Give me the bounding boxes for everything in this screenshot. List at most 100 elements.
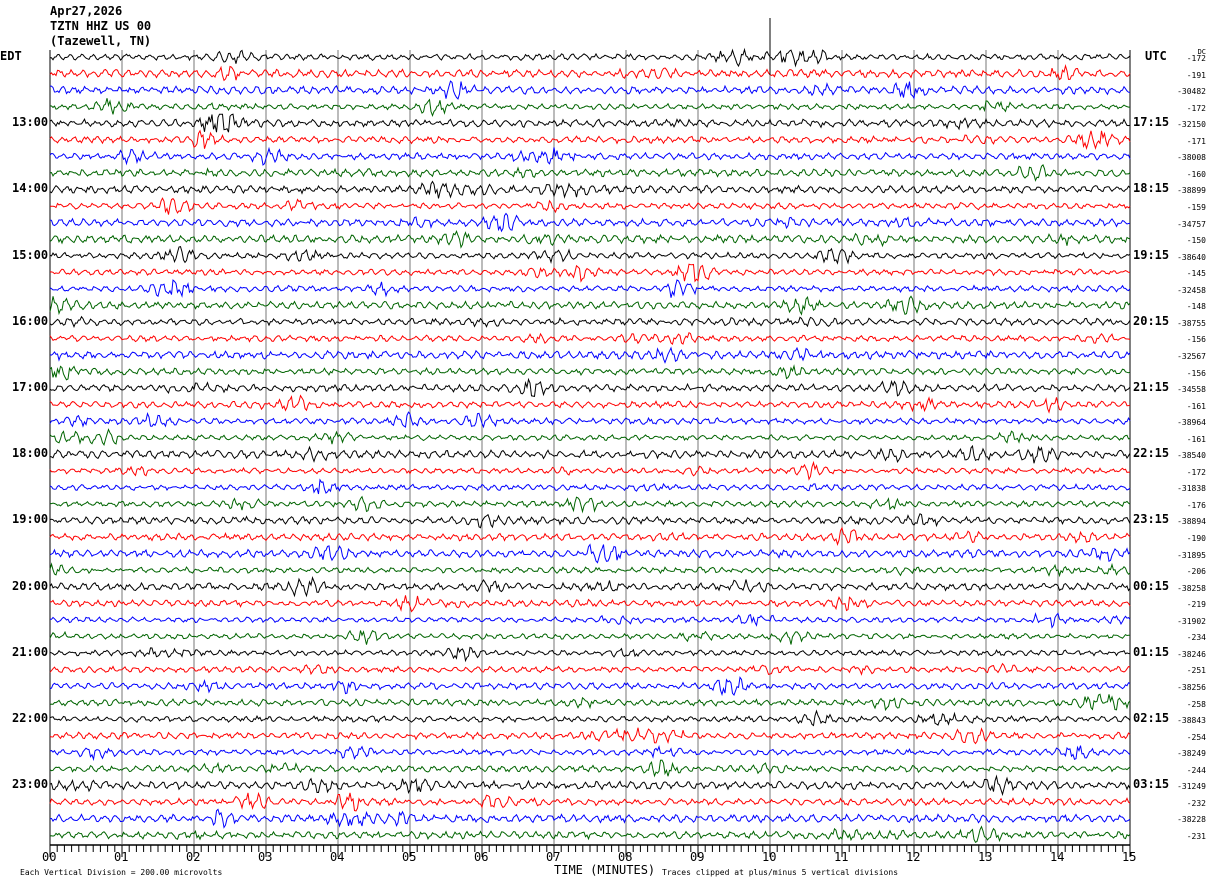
seismic-trace xyxy=(49,64,1131,82)
dc-offset-label: -32150 xyxy=(1177,120,1206,130)
seismic-trace xyxy=(49,791,1131,812)
left-hour-label: 16:00 xyxy=(12,313,49,328)
left-timezone: EDT xyxy=(0,49,22,63)
seismic-trace xyxy=(49,727,1131,745)
right-hour-label: 19:15 xyxy=(1133,247,1170,262)
seismic-trace xyxy=(49,709,1131,727)
seismic-trace xyxy=(49,411,1131,429)
dc-offset-label: -219 xyxy=(1186,600,1206,610)
seismic-trace xyxy=(49,745,1131,762)
seismic-trace xyxy=(49,346,1131,364)
dc-offset-label: -38258 xyxy=(1177,583,1206,593)
dc-header: DC xyxy=(1197,48,1206,56)
x-tick-label: 07 xyxy=(546,850,561,864)
dc-offset-label: -31249 xyxy=(1177,782,1206,792)
dc-offset-label: -148 xyxy=(1186,302,1206,312)
dc-offset-label: -176 xyxy=(1186,500,1206,510)
dc-offset-label: -161 xyxy=(1186,434,1206,444)
clip-note: Traces clipped at plus/minus 5 vertical … xyxy=(662,868,899,877)
left-hour-label: 22:00 xyxy=(12,711,49,726)
seismic-trace xyxy=(50,495,1131,514)
dc-offset-label: -160 xyxy=(1186,169,1206,179)
seismic-trace xyxy=(49,513,1131,529)
x-tick-label: 01 xyxy=(114,850,129,864)
station-label: TZTN HHZ US 00 xyxy=(50,19,152,33)
dc-offset-label: -32567 xyxy=(1177,351,1206,361)
dc-offset-label: -38640 xyxy=(1177,252,1206,262)
dc-offset-label: -258 xyxy=(1186,699,1206,709)
seismic-trace xyxy=(49,825,1131,844)
right-timezone: UTC xyxy=(1145,49,1167,63)
dc-offset-label: -156 xyxy=(1186,335,1206,345)
dc-offset-label: -254 xyxy=(1186,732,1206,742)
left-hour-label: 21:00 xyxy=(12,644,49,659)
seismic-trace xyxy=(49,693,1131,712)
seismic-trace xyxy=(49,245,1131,265)
dc-offset-label: -172 xyxy=(1186,54,1206,63)
dc-offset-label: -38964 xyxy=(1177,418,1206,428)
left-hour-label: 23:00 xyxy=(12,777,49,792)
right-hour-label: 20:15 xyxy=(1133,313,1170,328)
x-tick-label: 11 xyxy=(834,850,849,864)
right-hour-label: 03:15 xyxy=(1133,777,1170,792)
seismic-trace xyxy=(49,646,1131,663)
dc-offset-label: -232 xyxy=(1186,798,1206,808)
seismic-trace xyxy=(49,575,1131,598)
seismic-trace xyxy=(49,164,1131,182)
seismic-trace xyxy=(50,80,1131,100)
seismic-trace xyxy=(49,428,1131,446)
x-tick-label: 13 xyxy=(978,850,993,864)
seismic-trace xyxy=(49,759,1131,778)
seismic-trace xyxy=(49,364,1131,381)
dc-offset-label: -38755 xyxy=(1177,318,1206,328)
seismic-trace xyxy=(49,279,1131,298)
right-hour-label: 21:15 xyxy=(1133,380,1170,395)
dc-offset-label: -190 xyxy=(1186,534,1206,544)
left-hour-label: 14:00 xyxy=(12,181,49,196)
x-tick-label: 08 xyxy=(618,850,633,864)
left-hour-label: 20:00 xyxy=(12,578,49,593)
seismic-trace xyxy=(49,377,1131,397)
seismic-trace xyxy=(49,129,1131,150)
dc-offset-label: -31838 xyxy=(1177,484,1206,494)
scale-note: Each Vertical Division = 200.00 microvol… xyxy=(20,868,223,877)
dc-offset-label: -244 xyxy=(1186,765,1206,775)
left-hour-label: 15:00 xyxy=(12,247,49,262)
seismic-trace xyxy=(49,394,1131,414)
dc-offset-label: -31895 xyxy=(1177,550,1206,560)
dc-offset-label: -231 xyxy=(1186,832,1206,841)
x-axis-title: TIME (MINUTES) xyxy=(554,863,656,877)
left-hour-label: 18:00 xyxy=(12,446,49,461)
dc-offset-label: -150 xyxy=(1186,236,1206,246)
left-hour-label: 13:00 xyxy=(12,115,49,130)
x-tick-label: 09 xyxy=(690,850,705,864)
seismic-trace xyxy=(49,98,1130,117)
dc-offset-label: -172 xyxy=(1186,467,1206,477)
dc-offset-label: -31902 xyxy=(1177,616,1206,626)
dc-offset-label: -38899 xyxy=(1177,186,1206,196)
seismic-trace xyxy=(49,774,1131,797)
seismic-trace xyxy=(49,295,1131,316)
dc-offset-label: -38843 xyxy=(1177,716,1206,726)
dc-offset-label: -206 xyxy=(1186,567,1206,577)
dc-offset-label: -172 xyxy=(1186,103,1206,113)
dc-offset-label: -161 xyxy=(1186,401,1206,411)
x-tick-label: 05 xyxy=(402,850,417,864)
right-hour-label: 18:15 xyxy=(1133,181,1170,196)
right-hour-label: 02:15 xyxy=(1133,711,1170,726)
x-tick-label: 12 xyxy=(906,850,921,864)
dc-offset-label: -145 xyxy=(1186,269,1206,279)
dc-offset-label: -34757 xyxy=(1177,219,1206,229)
seismic-trace xyxy=(49,229,1131,249)
dc-offset-label: -30482 xyxy=(1177,87,1206,97)
left-hour-label: 19:00 xyxy=(12,512,49,527)
seismic-trace xyxy=(49,113,1131,133)
dc-offset-label: -38894 xyxy=(1177,517,1206,527)
seismic-trace xyxy=(49,146,1131,166)
seismic-trace xyxy=(49,543,1131,564)
dc-offset-label: -32458 xyxy=(1177,285,1206,295)
seismic-trace xyxy=(49,331,1131,345)
left-hour-label: 17:00 xyxy=(12,380,49,395)
seismic-trace xyxy=(50,612,1131,629)
dc-offset-label: -38249 xyxy=(1177,749,1206,759)
